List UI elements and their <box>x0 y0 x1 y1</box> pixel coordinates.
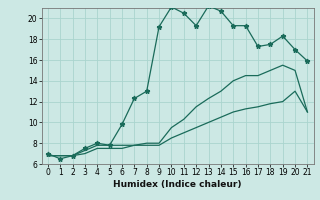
X-axis label: Humidex (Indice chaleur): Humidex (Indice chaleur) <box>113 180 242 189</box>
